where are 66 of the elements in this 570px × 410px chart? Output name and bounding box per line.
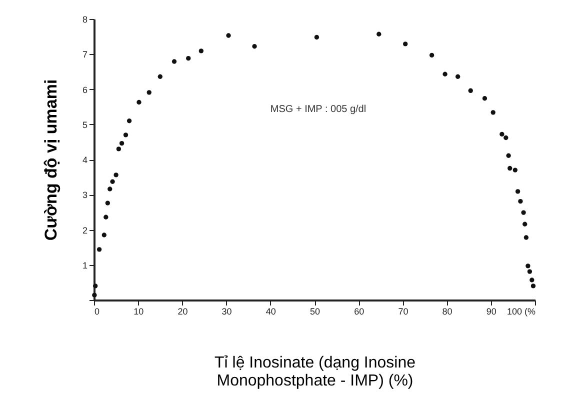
point bbox=[108, 186, 112, 192]
point bbox=[468, 88, 473, 93]
y-tick-label: 5 bbox=[82, 120, 88, 130]
x-tick-label: 0 bbox=[94, 306, 100, 316]
x-tick-label: 30 bbox=[222, 306, 232, 316]
point bbox=[126, 118, 132, 124]
point bbox=[524, 235, 529, 240]
x-tick-label: 40 bbox=[266, 306, 276, 316]
point bbox=[105, 200, 110, 206]
x-tick-label: 90 bbox=[486, 306, 496, 316]
x-tick-label: 60 bbox=[354, 306, 364, 316]
point bbox=[110, 179, 115, 184]
point bbox=[158, 74, 162, 79]
x-tick-label: 50 bbox=[310, 306, 320, 316]
point bbox=[226, 33, 231, 38]
point bbox=[500, 132, 504, 137]
x-tick-label: 100 (% bbox=[506, 306, 536, 316]
point bbox=[518, 198, 523, 204]
point bbox=[252, 44, 257, 49]
point bbox=[521, 210, 526, 215]
y-tick-label: 6 bbox=[82, 84, 88, 95]
point bbox=[442, 72, 448, 76]
y-tick-label: 4 bbox=[82, 155, 88, 165]
y-tick-label: 3 bbox=[82, 190, 88, 200]
point bbox=[504, 135, 508, 140]
point bbox=[526, 264, 530, 268]
point bbox=[119, 141, 124, 146]
point bbox=[123, 132, 128, 138]
point bbox=[455, 74, 460, 79]
y-tick-label: 7 bbox=[82, 50, 88, 60]
y-tick-label: 1 bbox=[82, 260, 88, 270]
point bbox=[136, 100, 142, 105]
y-tick-label: 2 bbox=[82, 225, 88, 236]
point bbox=[314, 34, 320, 40]
point bbox=[530, 284, 536, 288]
x-tick-label: 10 bbox=[134, 306, 144, 316]
x-tick-label: 20 bbox=[178, 306, 188, 316]
point bbox=[527, 269, 532, 274]
point bbox=[429, 52, 434, 58]
y-axis-title: Cường độ vị umami bbox=[41, 79, 60, 241]
point bbox=[92, 292, 97, 298]
point bbox=[198, 48, 204, 54]
x-tick-label: 80 bbox=[442, 306, 452, 316]
point bbox=[96, 247, 102, 252]
point bbox=[403, 42, 408, 46]
point bbox=[114, 172, 118, 178]
point bbox=[506, 153, 511, 158]
point bbox=[92, 284, 98, 288]
point bbox=[515, 189, 520, 194]
point bbox=[522, 222, 528, 226]
point bbox=[102, 232, 106, 238]
point bbox=[146, 90, 152, 95]
x-tick-label: 70 bbox=[398, 306, 408, 316]
annotation: MSG + IMP : 005 g/dl bbox=[270, 104, 366, 115]
point bbox=[186, 56, 191, 61]
point bbox=[482, 96, 488, 101]
point bbox=[116, 146, 122, 152]
point bbox=[376, 32, 382, 36]
point bbox=[512, 168, 518, 172]
point bbox=[508, 166, 512, 171]
point bbox=[172, 59, 177, 64]
x-axis-title: Tỉ lệ Inosinate (dạng Inosine Monophostphate - IMP) (%) bbox=[214, 354, 416, 390]
point bbox=[490, 110, 496, 115]
y-tick-label: 8 bbox=[82, 14, 88, 24]
point bbox=[530, 278, 534, 282]
point bbox=[104, 214, 108, 220]
